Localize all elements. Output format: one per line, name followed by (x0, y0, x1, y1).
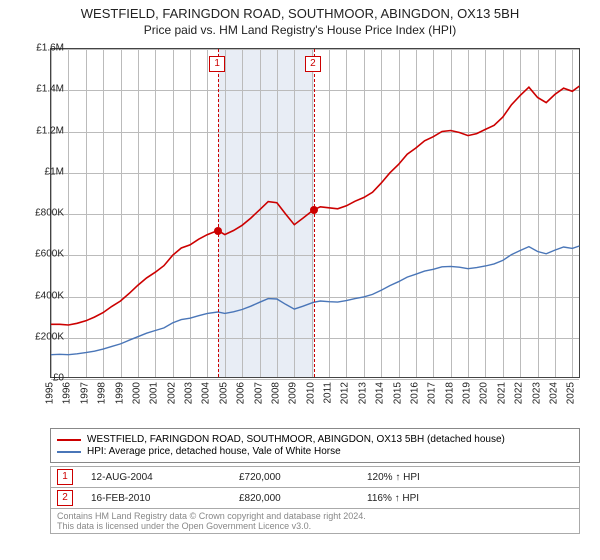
x-tick-label: 1998 (97, 382, 108, 404)
txn-date: 12-AUG-2004 (91, 472, 221, 483)
x-tick-label: 2015 (392, 382, 403, 404)
x-tick-label: 2000 (131, 382, 142, 404)
y-tick-label: £800K (14, 208, 64, 219)
x-tick-label: 2019 (462, 382, 473, 404)
txn-date: 16-FEB-2010 (91, 493, 221, 504)
txn-hpi: 116% ↑ HPI (367, 493, 477, 504)
x-tick-label: 1997 (79, 382, 90, 404)
x-tick-label: 2005 (218, 382, 229, 404)
table-row: 2 16-FEB-2010 £820,000 116% ↑ HPI (50, 488, 580, 509)
legend-label-property: WESTFIELD, FARINGDON ROAD, SOUTHMOOR, AB… (87, 434, 505, 445)
transactions-table: 1 12-AUG-2004 £720,000 120% ↑ HPI 2 16-F… (50, 466, 580, 534)
legend-label-hpi: HPI: Average price, detached house, Vale… (87, 446, 341, 457)
series-hpi (51, 246, 579, 355)
x-tick-label: 2003 (184, 382, 195, 404)
txn-hpi: 120% ↑ HPI (367, 472, 477, 483)
x-tick-label: 2010 (305, 382, 316, 404)
x-tick-label: 2022 (514, 382, 525, 404)
chart-subtitle: Price paid vs. HM Land Registry's House … (0, 23, 600, 37)
y-tick-label: £1.2M (14, 125, 64, 136)
line-layer (51, 49, 581, 379)
legend-item-property: WESTFIELD, FARINGDON ROAD, SOUTHMOOR, AB… (57, 434, 573, 445)
copyright-line-1: Contains HM Land Registry data © Crown c… (57, 511, 573, 521)
copyright-block: Contains HM Land Registry data © Crown c… (50, 509, 580, 534)
legend-swatch-property (57, 439, 81, 441)
marker-dot-2 (310, 206, 318, 214)
x-tick-label: 2024 (548, 382, 559, 404)
chart-title: WESTFIELD, FARINGDON ROAD, SOUTHMOOR, AB… (0, 6, 600, 21)
y-tick-label: £1.4M (14, 84, 64, 95)
legend-box: WESTFIELD, FARINGDON ROAD, SOUTHMOOR, AB… (50, 428, 580, 463)
gridline-h (51, 379, 579, 380)
x-tick-label: 2001 (149, 382, 160, 404)
txn-price: £820,000 (239, 493, 349, 504)
x-tick-label: 1995 (45, 382, 56, 404)
x-tick-label: 2017 (427, 382, 438, 404)
copyright-line-2: This data is licensed under the Open Gov… (57, 521, 573, 531)
legend-swatch-hpi (57, 451, 81, 453)
x-tick-label: 2014 (375, 382, 386, 404)
marker-badge-1: 1 (57, 469, 73, 485)
x-tick-label: 2020 (479, 382, 490, 404)
txn-price: £720,000 (239, 472, 349, 483)
table-row: 1 12-AUG-2004 £720,000 120% ↑ HPI (50, 466, 580, 488)
x-tick-label: 2004 (201, 382, 212, 404)
marker-badge-2: 2 (57, 490, 73, 506)
x-tick-label: 2009 (288, 382, 299, 404)
x-tick-label: 2013 (357, 382, 368, 404)
chart-area (50, 48, 580, 398)
x-tick-label: 2008 (270, 382, 281, 404)
x-tick-label: 2016 (409, 382, 420, 404)
marker-line (218, 49, 219, 377)
x-tick-label: 2025 (566, 382, 577, 404)
y-tick-label: £200K (14, 331, 64, 342)
x-tick-label: 2018 (444, 382, 455, 404)
x-tick-label: 1996 (62, 382, 73, 404)
x-tick-label: 2021 (496, 382, 507, 404)
marker-dot-1 (214, 227, 222, 235)
x-tick-label: 2012 (340, 382, 351, 404)
x-tick-label: 2011 (323, 382, 334, 404)
x-tick-label: 2006 (236, 382, 247, 404)
plot-region (50, 48, 580, 378)
y-tick-label: £1M (14, 166, 64, 177)
y-tick-label: £600K (14, 249, 64, 260)
y-tick-label: £0 (14, 373, 64, 384)
y-tick-label: £1.6M (14, 43, 64, 54)
y-tick-label: £400K (14, 290, 64, 301)
marker-box-2: 2 (305, 56, 321, 72)
x-tick-label: 1999 (114, 382, 125, 404)
x-tick-label: 2023 (531, 382, 542, 404)
x-tick-label: 2002 (166, 382, 177, 404)
marker-box-1: 1 (209, 56, 225, 72)
x-tick-label: 2007 (253, 382, 264, 404)
legend-item-hpi: HPI: Average price, detached house, Vale… (57, 446, 573, 457)
